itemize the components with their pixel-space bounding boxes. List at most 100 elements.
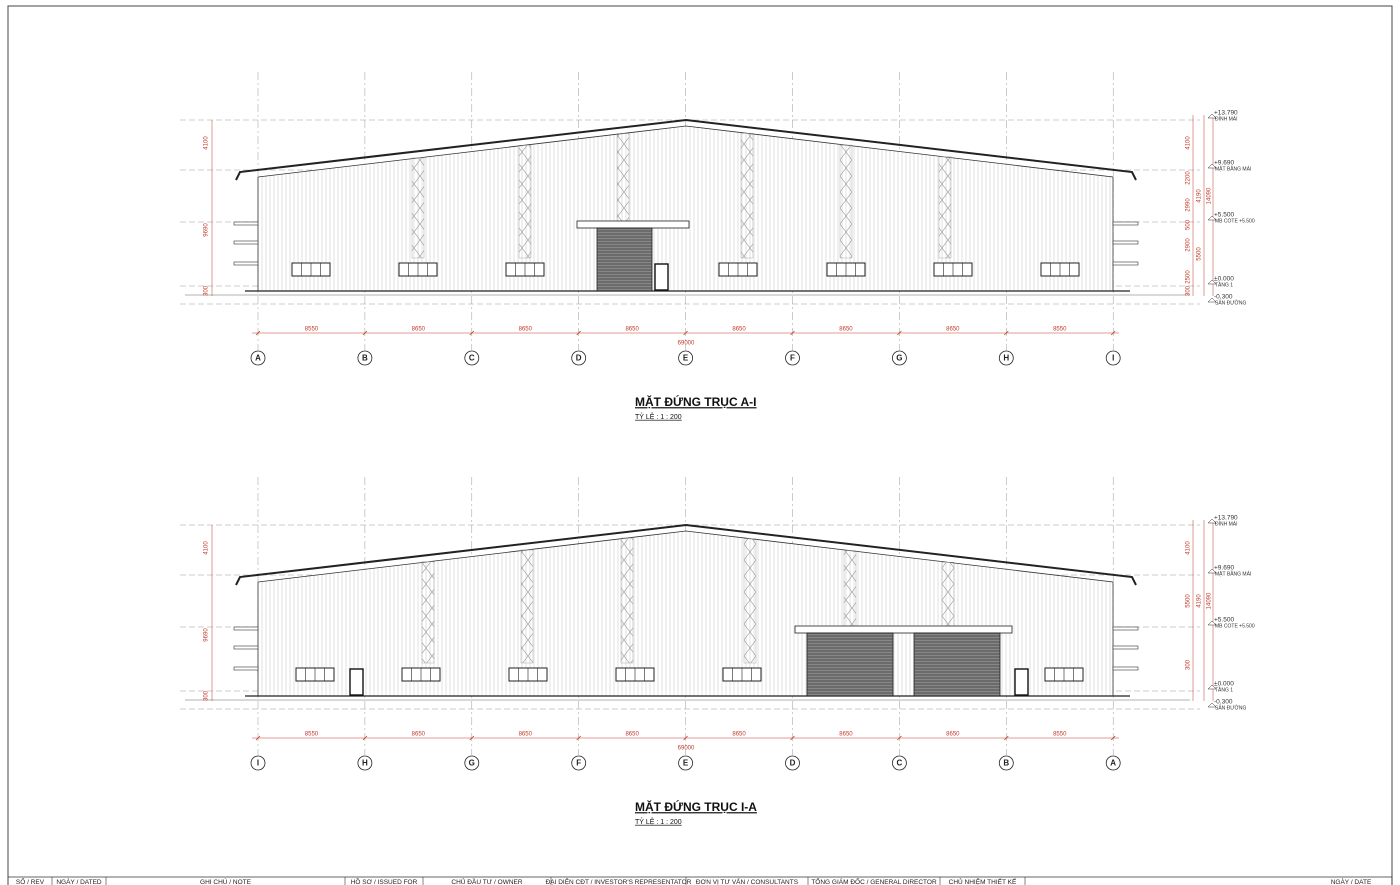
level-marker [1207, 297, 1217, 303]
left-dim: 300 [204, 690, 210, 701]
bracing [740, 133, 754, 259]
dim-tick [683, 330, 688, 336]
right-dim: 2900 [1186, 238, 1192, 252]
right-dim: 5500 [1197, 247, 1203, 261]
dim-tick [897, 330, 902, 336]
title-block: SỐ / REV NGÀY / DATED GHI CHÚ / NOTE HỒ SƠ … [8, 876, 1393, 885]
axis-bubble [1105, 755, 1121, 771]
span-dim: 8650 [625, 732, 639, 738]
right-dim: 300 [1186, 659, 1192, 670]
level-value: ±0.000 [1214, 681, 1234, 688]
title-block-label: CHỦ NHIỆM THIẾT KẾ [949, 876, 1017, 885]
side-canopy [1112, 221, 1139, 226]
side-canopy [233, 666, 259, 671]
level-name: SÂN ĐƯỜNG [1215, 704, 1246, 711]
axis-bubble [357, 350, 373, 366]
right-dim: 4100 [1186, 136, 1192, 150]
axis-bubble [1105, 350, 1121, 366]
level-name: MB COTE +5.500 [1215, 218, 1255, 224]
bracing [938, 156, 952, 259]
total-dim: 69000 [678, 341, 695, 347]
right-dim: 300 [1186, 285, 1192, 296]
span-dim: 8650 [839, 732, 853, 738]
elevation-scale: TỶ LỆ : 1 : 200 [635, 817, 682, 826]
axis-bubble [785, 350, 800, 366]
axis-bubble [892, 350, 907, 366]
span-dim: 8550 [1053, 732, 1067, 738]
level-value: +9.690 [1214, 565, 1234, 572]
level-marker [1207, 568, 1217, 574]
axis-label: D [790, 759, 796, 768]
span-dim: 8650 [946, 327, 960, 333]
span-dim: 8650 [412, 327, 426, 333]
side-canopy [1112, 645, 1139, 650]
rolling-door [806, 632, 894, 697]
axis-label: B [1003, 759, 1009, 768]
level-value: +13.790 [1214, 515, 1238, 522]
left-dim: 4100 [204, 541, 210, 555]
level-marker [1207, 163, 1217, 169]
span-dim: 8650 [839, 327, 853, 333]
bracing [520, 549, 534, 664]
axis-label: A [1110, 759, 1116, 768]
side-canopy [233, 240, 259, 245]
side-canopy [233, 645, 259, 650]
left-dim: 9690 [204, 628, 210, 642]
title-block-label: GHI CHÚ / NOTE [200, 877, 252, 885]
span-dim: 8550 [305, 327, 319, 333]
right-dim: 2500 [1186, 270, 1192, 284]
dim-tick [469, 330, 475, 336]
level-name: MẶT BẰNG MÁI [1215, 164, 1251, 172]
side-canopy [233, 221, 259, 226]
axis-bubble [998, 350, 1014, 366]
axis-label: E [683, 354, 689, 363]
dim-tick [790, 330, 795, 336]
axis-bubble [464, 350, 480, 366]
roof [235, 523, 1137, 586]
door [654, 263, 669, 291]
elevation-title: MẶT ĐỨNG TRỤC A-I [635, 394, 757, 409]
axis-bubble [892, 755, 907, 771]
span-dim: 8650 [412, 732, 426, 738]
dim-tick [1110, 735, 1116, 741]
dim-tick [255, 735, 261, 741]
axis-bubble [678, 350, 693, 366]
rolling-door [596, 227, 653, 292]
door-canopy [794, 625, 1013, 634]
level-name: TẦNG 1 [1215, 686, 1233, 693]
right-dim-total: 14090 [1207, 187, 1213, 204]
axis-label: I [257, 759, 259, 768]
axis-label: I [1112, 354, 1114, 363]
side-canopy [1112, 261, 1139, 266]
span-dim: 8650 [519, 732, 533, 738]
total-dim: 69000 [678, 746, 695, 752]
door-canopy [576, 220, 690, 229]
elevation: 8550 8650 8650 8650 8650 8650 8650 8550 69000 A B C… [180, 72, 1255, 421]
title-block-label: ĐƠN VỊ TƯ VẤN / CONSULTANTS [696, 876, 799, 885]
axis-bubble [678, 755, 693, 771]
dim-tick [1004, 330, 1009, 336]
level-value: ±0.000 [1214, 276, 1234, 283]
side-canopy [233, 261, 259, 266]
side-canopy [1112, 626, 1139, 631]
bracing [518, 144, 532, 259]
axis-label: H [362, 759, 368, 768]
dim-tick [255, 330, 261, 336]
rolling-door [913, 632, 1001, 697]
span-dim: 8550 [305, 732, 319, 738]
axis-bubble [998, 755, 1014, 771]
level-value: -0.300 [1214, 294, 1233, 301]
door [1014, 668, 1029, 696]
span-dim: 8650 [519, 327, 533, 333]
right-dim: 2990 [1186, 198, 1192, 212]
axis-label: H [1003, 354, 1009, 363]
level-name: ĐỈNH MÁI [1215, 520, 1238, 527]
axis-bubble [785, 755, 800, 771]
elevation-title: MẶT ĐỨNG TRỤC I-A [635, 799, 757, 814]
dim-tick [897, 735, 902, 741]
dim-tick [576, 735, 581, 741]
level-marker [1207, 113, 1217, 119]
dim-tick [683, 735, 688, 741]
level-name: TẦNG 1 [1215, 281, 1233, 288]
span-dim: 8650 [625, 327, 639, 333]
